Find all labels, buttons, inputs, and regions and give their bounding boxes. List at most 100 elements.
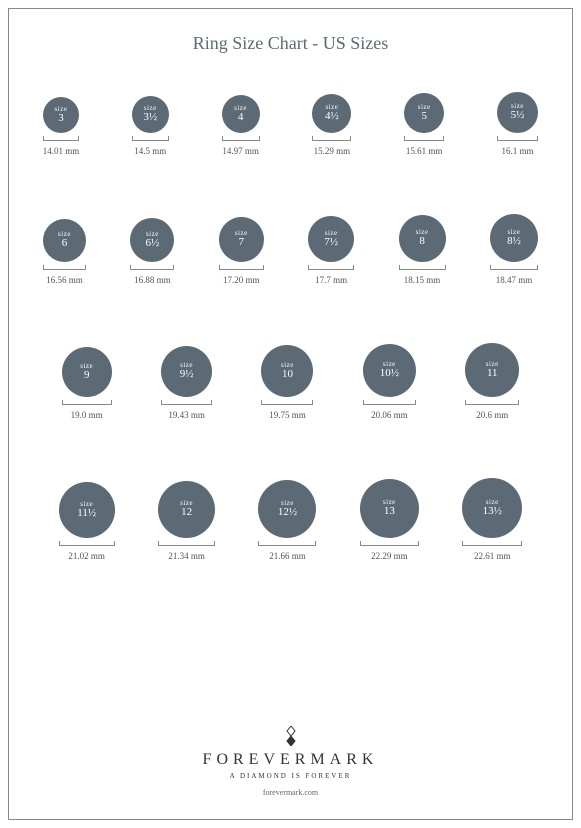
- measure-bracket: [261, 400, 313, 405]
- size-mm: 14.97 mm: [222, 146, 259, 156]
- size-item: size818.15 mm: [393, 215, 452, 285]
- measure-bracket: [360, 541, 419, 546]
- size-mm: 16.56 mm: [46, 275, 83, 285]
- size-item: size11½ 21.02 mm: [53, 482, 121, 561]
- measure-bracket: [404, 136, 444, 141]
- size-number: 5: [421, 111, 427, 123]
- size-item: size5 15.61 mm: [398, 93, 450, 156]
- size-mm: 17.7 mm: [315, 275, 347, 285]
- brand-url: forevermark.com: [37, 788, 544, 797]
- page: Ring Size Chart - US Sizes size3 14.01 mm…: [8, 8, 573, 820]
- size-mm: 19.0 mm: [71, 410, 103, 420]
- measure-bracket: [43, 136, 79, 141]
- size-mm: 21.02 mm: [68, 551, 105, 561]
- size-item: size3½ 14.5 mm: [126, 96, 175, 156]
- size-circle: size12½: [258, 480, 316, 538]
- size-number: 12: [181, 507, 192, 519]
- page-title: Ring Size Chart - US Sizes: [37, 33, 544, 54]
- measure-bracket: [399, 265, 446, 270]
- size-row: size11½21.02 mmsize1221.34 mmsize12½21.6…: [37, 478, 544, 561]
- size-circle: size5: [404, 93, 444, 133]
- size-circle: size12: [158, 481, 215, 538]
- size-item: size8½ 18.47 mm: [484, 214, 544, 285]
- size-circle: size7½: [308, 216, 354, 262]
- size-number: 5½: [511, 110, 525, 122]
- size-circle: size5½: [497, 92, 538, 133]
- measure-bracket: [130, 265, 174, 270]
- size-circle: size11½: [59, 482, 115, 538]
- size-mm: 22.29 mm: [371, 551, 408, 561]
- size-circle: size6½: [130, 218, 174, 262]
- size-circle: size9½: [161, 346, 212, 397]
- size-number: 4½: [325, 111, 339, 123]
- size-mm: 15.61 mm: [406, 146, 443, 156]
- size-circle: size6: [43, 219, 86, 262]
- measure-bracket: [462, 541, 522, 546]
- measure-bracket: [363, 400, 416, 405]
- measure-bracket: [465, 400, 519, 405]
- size-circle: size13½: [462, 478, 522, 538]
- size-number: 12½: [278, 507, 297, 519]
- size-mm: 19.43 mm: [168, 410, 205, 420]
- size-number: 10: [282, 369, 293, 381]
- size-row: size9 19.0 mm size9½ 19.43 mm size10 19.75 mm…: [37, 343, 544, 420]
- size-number: 9½: [180, 369, 194, 381]
- size-circle: size3½: [132, 96, 169, 133]
- size-circle: size10½: [363, 344, 416, 397]
- measure-bracket: [132, 136, 169, 141]
- size-circle: size11: [465, 343, 519, 397]
- measure-bracket: [43, 265, 86, 270]
- size-circle: size4½: [312, 94, 351, 133]
- size-item: size11 20.6 mm: [459, 343, 525, 420]
- size-mm: 20.06 mm: [371, 410, 408, 420]
- diamond-icon: [283, 726, 299, 746]
- measure-bracket: [62, 400, 112, 405]
- size-item: size7 17.20 mm: [213, 217, 270, 285]
- measure-bracket: [312, 136, 351, 141]
- size-mm: 14.01 mm: [43, 146, 80, 156]
- size-circle: size9: [62, 347, 112, 397]
- size-item: size414.97 mm: [216, 95, 266, 156]
- size-item: size10 19.75 mm: [255, 345, 319, 420]
- size-mm: 15.29 mm: [314, 146, 351, 156]
- size-circle: size8: [399, 215, 446, 262]
- size-number: 8½: [507, 236, 521, 248]
- size-number: 7: [239, 237, 245, 249]
- measure-bracket: [258, 541, 316, 546]
- size-mm: 18.47 mm: [496, 275, 533, 285]
- size-mm: 21.34 mm: [168, 551, 205, 561]
- size-grid: size3 14.01 mm size3½ 14.5 mm size414.97 mm s…: [37, 92, 544, 726]
- size-circle: size7: [219, 217, 264, 262]
- measure-bracket: [219, 265, 264, 270]
- size-circle: size8½: [490, 214, 538, 262]
- size-item: size10½ 20.06 mm: [357, 344, 422, 420]
- size-mm: 22.61 mm: [474, 551, 511, 561]
- size-mm: 14.5 mm: [134, 146, 166, 156]
- measure-bracket: [158, 541, 215, 546]
- measure-bracket: [497, 136, 538, 141]
- size-number: 13½: [483, 506, 502, 518]
- measure-bracket: [59, 541, 115, 546]
- size-mm: 16.88 mm: [134, 275, 171, 285]
- measure-bracket: [490, 265, 538, 270]
- size-mm: 20.6 mm: [476, 410, 508, 420]
- size-mm: 17.20 mm: [223, 275, 260, 285]
- size-item: size12 21.34 mm: [152, 481, 221, 561]
- size-number: 3½: [143, 112, 157, 124]
- size-item: size9½ 19.43 mm: [155, 346, 218, 420]
- size-number: 6: [62, 238, 68, 250]
- brand-tagline: A DIAMOND IS FOREVER: [37, 772, 544, 780]
- size-mm: 19.75 mm: [269, 410, 306, 420]
- footer: FOREVERMARK A DIAMOND IS FOREVER forever…: [37, 726, 544, 803]
- size-number: 11: [487, 368, 498, 380]
- measure-bracket: [161, 400, 212, 405]
- size-circle: size10: [261, 345, 313, 397]
- size-number: 3: [58, 113, 64, 125]
- size-circle: size3: [43, 97, 79, 133]
- size-item: size4½ 15.29 mm: [306, 94, 357, 156]
- measure-bracket: [222, 136, 260, 141]
- size-item: size5½ 16.1 mm: [491, 92, 544, 156]
- size-mm: 16.1 mm: [501, 146, 533, 156]
- size-item: size9 19.0 mm: [56, 347, 118, 420]
- size-item: size1322.29 mm: [354, 479, 425, 561]
